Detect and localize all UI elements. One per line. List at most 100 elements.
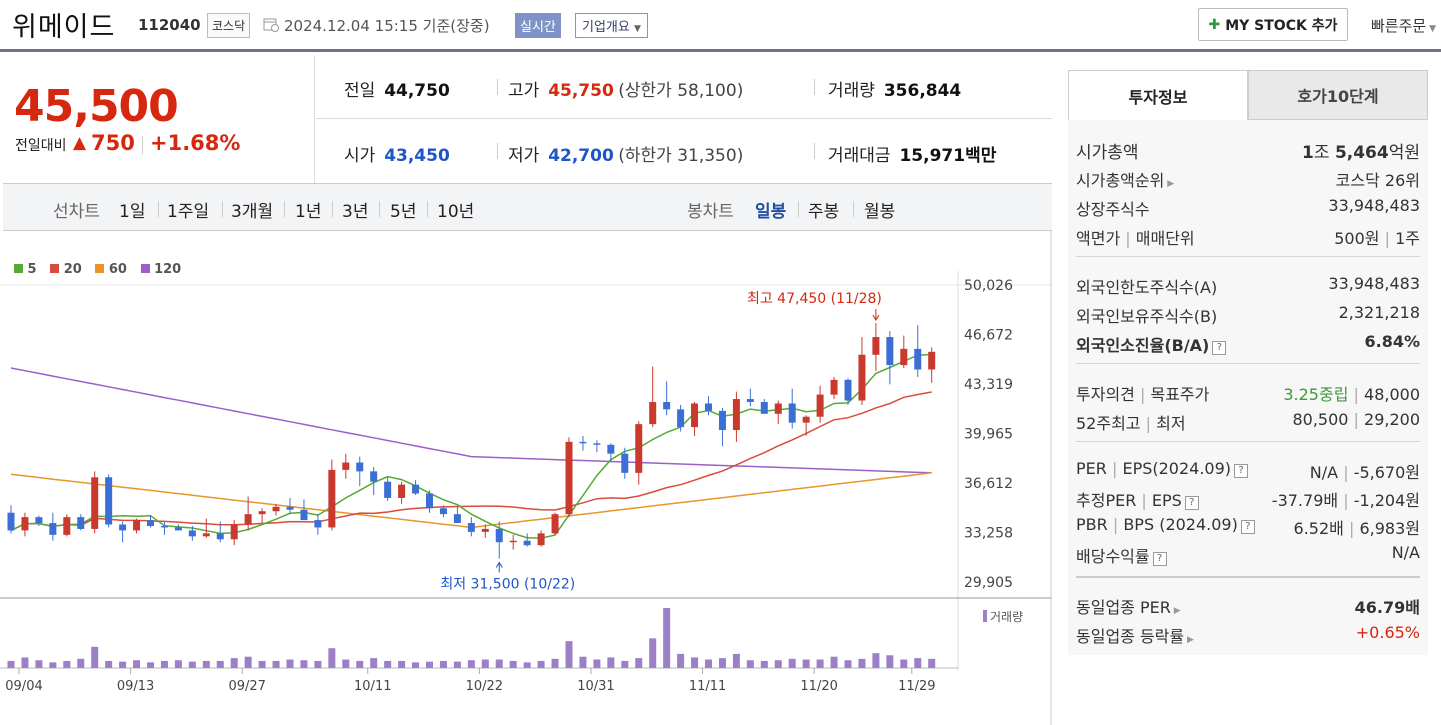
company-name: 위메이드 (12, 12, 116, 43)
y-tick-label: 29,905 (964, 575, 1013, 591)
volume-bar (858, 658, 866, 668)
volume-bar (928, 658, 936, 668)
period-1d[interactable]: 1일 (119, 202, 146, 222)
candle-body (244, 514, 252, 525)
plus-icon: ✚ (1208, 16, 1221, 33)
candle-body (746, 399, 754, 402)
period-10y[interactable]: 10년 (437, 202, 475, 222)
candle-body (495, 528, 503, 543)
volume-bar (453, 661, 461, 668)
candle-body (691, 403, 699, 428)
price-chart[interactable]: 5 20 60 120 50,026 46,672 43,319 39,965 36,6… (0, 231, 1052, 725)
candle-daily[interactable]: 일봉 (755, 202, 787, 222)
open-price: 시가 43,450 (344, 146, 450, 166)
volume-bar (426, 661, 433, 668)
candle-body (467, 523, 475, 532)
candle-weekly[interactable]: 주봉 (808, 202, 840, 222)
divider (497, 79, 498, 95)
divider (427, 201, 428, 217)
industry-change-row[interactable]: 동일업종 등락률 ▶ +0.65% (1076, 623, 1420, 646)
candle-monthly[interactable]: 월봉 (864, 202, 896, 222)
volume-legend-swatch (983, 610, 987, 622)
investment-info-panel: 투자정보 호가10단계 시가총액 1조 5,464억원 시가총액순위 ▶ 코스닥… (1068, 70, 1428, 655)
candle-body (816, 394, 824, 417)
market-cap-rank-row[interactable]: 시가총액순위 ▶ 코스닥 26위 (1076, 167, 1420, 191)
candle-body (439, 508, 447, 515)
line-chart-label: 선차트 (53, 202, 100, 222)
candle-body (91, 477, 99, 529)
period-3m[interactable]: 3개월 (231, 202, 274, 222)
volume-bar (258, 660, 266, 668)
volume-bar (746, 660, 754, 668)
candle-body (328, 469, 336, 528)
market-cap-label: 시가총액 (1076, 143, 1139, 163)
tab-investment-info[interactable]: 투자정보 (1068, 70, 1248, 120)
quick-order-button[interactable]: 빠른주문 ▼ (1371, 17, 1436, 35)
volume-bar (133, 660, 141, 668)
volume-bar (593, 659, 601, 668)
x-tick-label: 11/20 (800, 679, 837, 694)
chevron-right-icon: ▶ (1170, 606, 1181, 616)
candle-body (314, 520, 322, 528)
max-arrow-head (872, 314, 880, 321)
volume-bar (872, 653, 880, 668)
realtime-button[interactable]: 실시간 (515, 13, 561, 38)
x-tick-label: 09/27 (228, 679, 265, 694)
candle-body (593, 443, 601, 445)
industry-per-row[interactable]: 동일업종 PER ▶ 46.79배 (1076, 598, 1420, 617)
candle-chart-label: 봉차트 (687, 202, 734, 222)
volume-bar (816, 659, 824, 668)
period-5y[interactable]: 5년 (390, 202, 417, 222)
candle-body (160, 525, 168, 528)
volume-bar (286, 659, 294, 668)
current-price-box: 45,500 전일대비 ▲ 750 +1.68% (3, 55, 315, 183)
candle-body (537, 533, 545, 546)
x-tick-label: 10/31 (577, 679, 614, 694)
volume-bar (272, 660, 280, 668)
divider (1076, 576, 1420, 578)
volume-bar (7, 660, 15, 668)
candle-body (774, 403, 782, 414)
candle-body (35, 517, 43, 524)
volume-bar (119, 661, 127, 668)
volume-bar (49, 662, 57, 668)
candle-body (914, 348, 922, 370)
volume-bar (649, 638, 657, 668)
legend-swatch-ma120 (140, 264, 150, 273)
min-arrow-head (495, 561, 503, 568)
week52-row: 52주최고 | 최저 80,500 | 29,200 (1076, 410, 1420, 433)
ma5-line (10, 353, 932, 539)
x-tick-label: 10/11 (354, 679, 391, 694)
volume-bar (370, 658, 378, 668)
high-price: 고가 45,750 (상한가 58,100) (508, 81, 744, 101)
tab-order-book[interactable]: 호가10단계 (1248, 70, 1428, 120)
volume-bar (314, 660, 322, 668)
volume-bar (732, 653, 740, 668)
candle-body (579, 441, 587, 444)
company-overview-dropdown[interactable]: 기업개요 ▼ (575, 13, 648, 38)
candle-body (77, 517, 85, 529)
add-my-stock-button[interactable]: ✚ MY STOCK 추가 (1198, 8, 1348, 41)
volume-bar (900, 659, 908, 668)
info-row-divider (316, 118, 1052, 119)
help-icon[interactable]: ? (1184, 496, 1199, 510)
help-icon[interactable]: ? (1212, 341, 1227, 355)
volume-bar (663, 608, 671, 668)
divider (1076, 441, 1420, 442)
divider (814, 143, 815, 159)
period-3y[interactable]: 3년 (342, 202, 369, 222)
listed-shares-label: 상장주식수 (1076, 200, 1150, 219)
listed-shares-row: 상장주식수 33,948,483 (1076, 196, 1420, 220)
foreign-limit-row: 외국인한도주식수(A) 33,948,483 (1076, 274, 1420, 297)
candle-body (928, 351, 936, 370)
help-icon[interactable]: ? (1234, 464, 1249, 478)
volume-bar (230, 658, 238, 668)
period-1w[interactable]: 1주일 (167, 202, 210, 222)
period-1y[interactable]: 1년 (295, 202, 322, 222)
divider (1076, 256, 1420, 257)
help-icon[interactable]: ? (1240, 520, 1255, 534)
stock-code: 112040 (138, 16, 201, 34)
divider (798, 201, 799, 217)
min-price-annotation: 최저 31,500 (10/22) (440, 576, 575, 592)
help-icon[interactable]: ? (1152, 552, 1167, 566)
